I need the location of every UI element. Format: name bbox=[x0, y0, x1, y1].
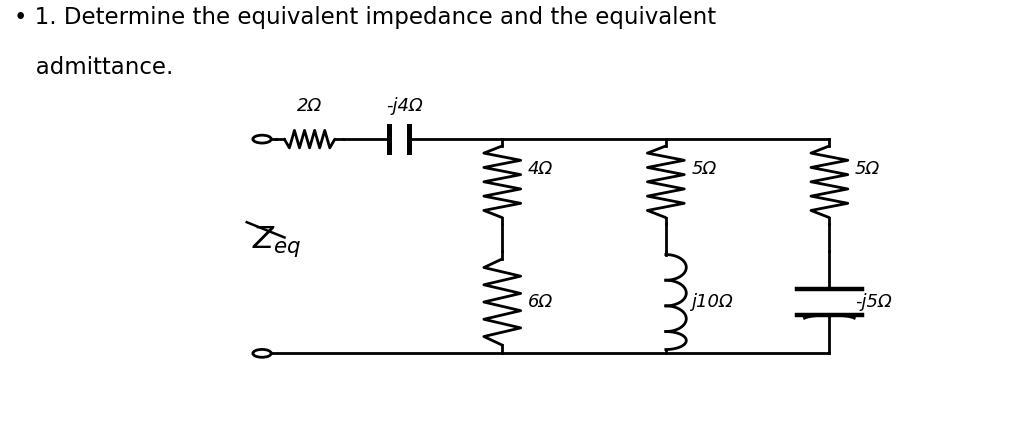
Text: admittance.: admittance. bbox=[13, 56, 173, 79]
Text: 6Ω: 6Ω bbox=[528, 293, 554, 311]
Text: -j4Ω: -j4Ω bbox=[385, 97, 422, 115]
Text: 2Ω: 2Ω bbox=[297, 97, 322, 115]
Text: j10Ω: j10Ω bbox=[692, 293, 733, 311]
Text: $\mathit{Z}_{eq}$: $\mathit{Z}_{eq}$ bbox=[252, 224, 301, 259]
Text: 5Ω: 5Ω bbox=[855, 160, 880, 178]
Text: 4Ω: 4Ω bbox=[528, 160, 554, 178]
Text: -j5Ω: -j5Ω bbox=[855, 293, 892, 311]
Text: • 1. Determine the equivalent impedance and the equivalent: • 1. Determine the equivalent impedance … bbox=[13, 6, 715, 29]
Text: 5Ω: 5Ω bbox=[692, 160, 716, 178]
